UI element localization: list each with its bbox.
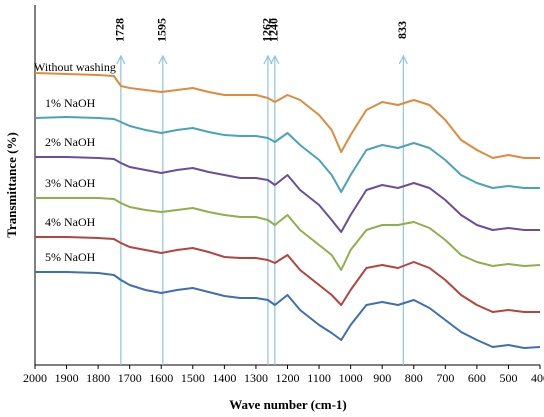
x-tick-label: 1800 [86, 371, 110, 385]
marker-label: 1262 [260, 18, 274, 42]
x-tick-label: 1300 [244, 371, 268, 385]
x-tick-label: 1500 [181, 371, 205, 385]
marker-arrow [158, 54, 168, 65]
legend-label: 5% NaOH [45, 250, 96, 264]
x-tick-label: 2000 [23, 371, 47, 385]
legend-label: 2% NaOH [45, 135, 96, 149]
line [35, 156, 540, 233]
line [35, 236, 540, 313]
x-tick-label: 700 [436, 371, 454, 385]
x-tick-label: 1600 [149, 371, 173, 385]
legend-label: 1% NaOH [45, 96, 96, 110]
line [34, 72, 540, 159]
marker-label: 833 [395, 21, 409, 39]
x-axis-title: Wave number (cm-1) [229, 397, 346, 412]
legend-label: 3% NaOH [45, 176, 96, 190]
x-tick-label: 800 [405, 371, 423, 385]
y-axis-title: Transmittance (%) [4, 132, 19, 238]
x-tick-label: 1400 [212, 371, 236, 385]
marker-arrow [270, 54, 280, 65]
x-tick-label: 1900 [55, 371, 79, 385]
x-tick-label: 600 [468, 371, 486, 385]
x-tick-label: 400 [531, 371, 544, 385]
x-tick-label: 1000 [339, 371, 363, 385]
line [35, 197, 541, 271]
marker-label: 1595 [155, 18, 169, 42]
marker-arrow [116, 54, 126, 65]
x-tick-label: 1100 [307, 371, 331, 385]
x-tick-label: 900 [373, 371, 391, 385]
x-tick-label: 1700 [118, 371, 142, 385]
x-tick-label: 1200 [276, 371, 300, 385]
marker-label: 1240 [267, 18, 281, 42]
x-tick-label: 500 [499, 371, 517, 385]
line [34, 116, 540, 193]
line [35, 271, 541, 349]
marker-label: 1728 [113, 18, 127, 42]
legend-label: Without washing [34, 60, 116, 74]
marker-arrow [263, 54, 273, 65]
legend-label: 4% NaOH [45, 215, 96, 229]
marker-arrow [398, 54, 408, 65]
